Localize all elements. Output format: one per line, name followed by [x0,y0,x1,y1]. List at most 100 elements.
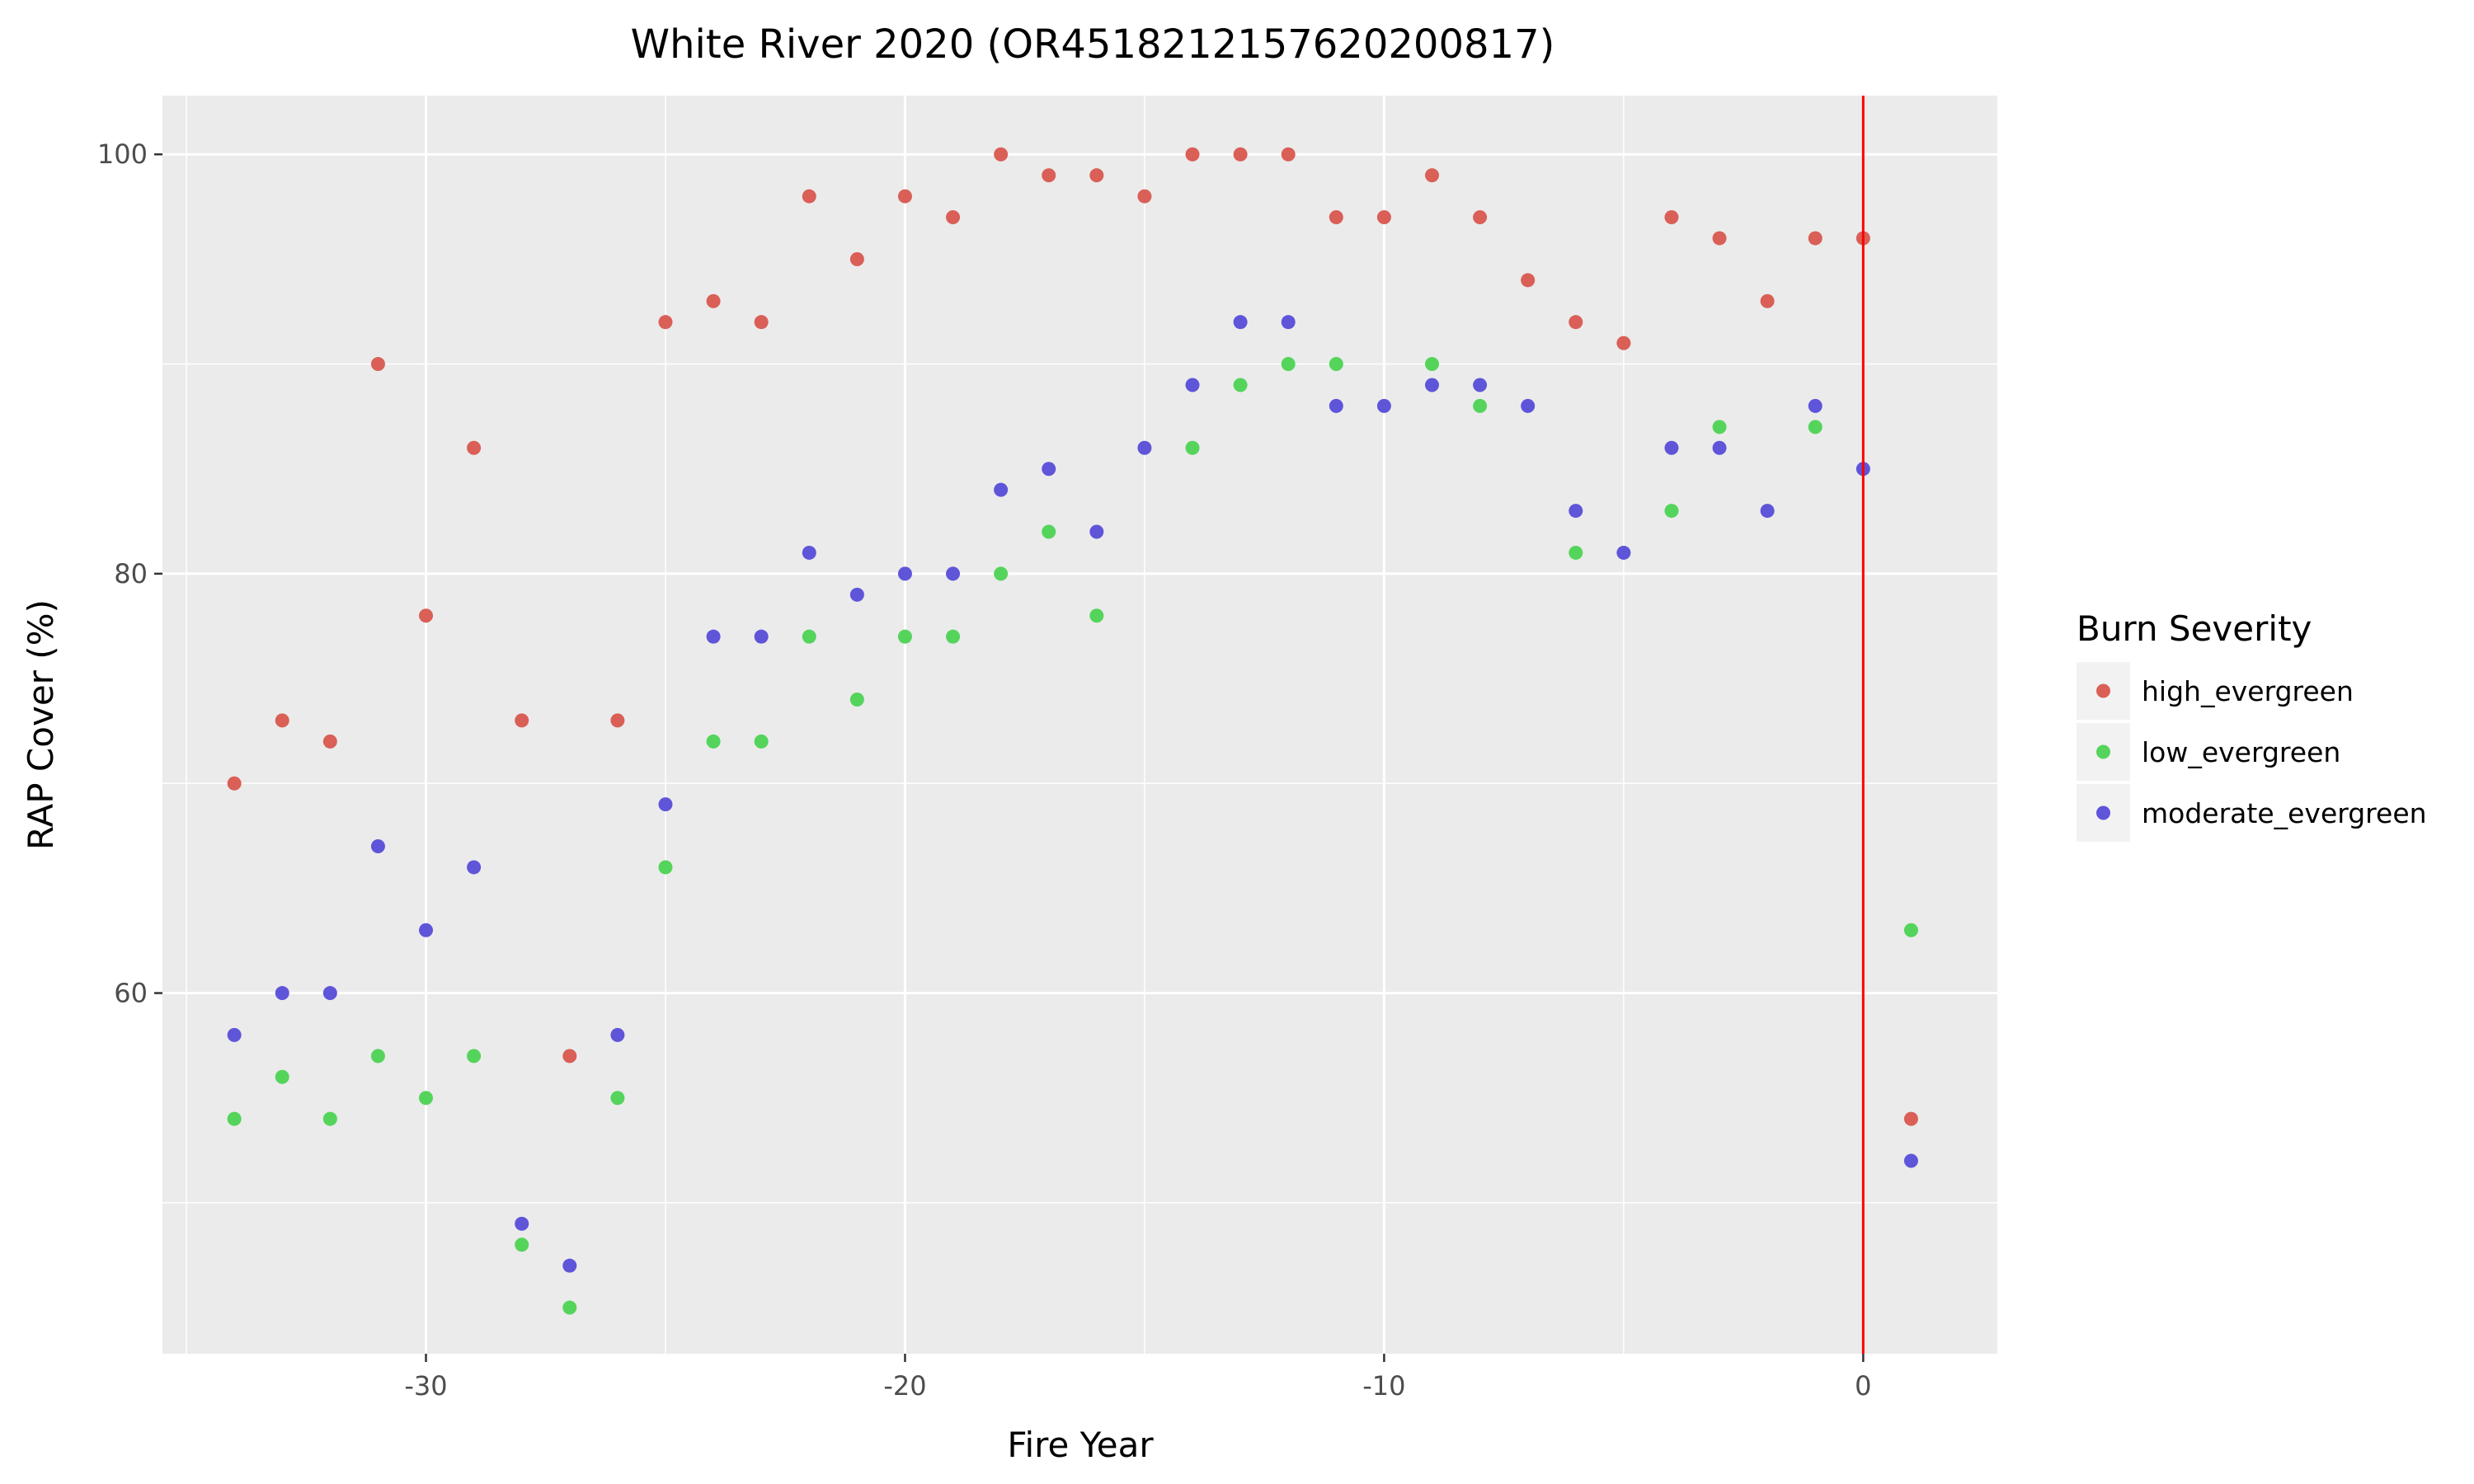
point-high_evergreen [1281,147,1296,162]
point-moderate_evergreen [897,566,912,581]
point-moderate_evergreen [706,629,721,644]
point-high_evergreen [1903,1111,1918,1126]
point-low_evergreen [1042,524,1056,539]
point-moderate_evergreen [1808,398,1823,413]
point-low_evergreen [1712,420,1727,434]
point-low_evergreen [849,692,864,707]
point-low_evergreen [1664,504,1679,519]
point-moderate_evergreen [1376,398,1391,413]
point-moderate_evergreen [849,587,864,602]
point-moderate_evergreen [1424,378,1439,392]
point-moderate_evergreen [370,839,385,854]
point-moderate_evergreen [515,1216,529,1231]
point-high_evergreen [1473,210,1488,225]
point-low_evergreen [370,1049,385,1064]
point-high_evergreen [849,251,864,266]
point-moderate_evergreen [994,482,1009,497]
point-low_evergreen [754,734,769,749]
point-low_evergreen [1233,378,1248,392]
point-low_evergreen [1424,357,1439,372]
point-high_evergreen [1089,168,1104,183]
point-low_evergreen [1185,440,1200,455]
point-moderate_evergreen [1712,440,1727,455]
point-low_evergreen [802,629,816,644]
point-low_evergreen [1808,420,1823,434]
y-axis-title: RAP Cover (%) [21,599,61,850]
point-moderate_evergreen [1089,524,1104,539]
x-tick-label: -10 [1362,1370,1405,1402]
point-moderate_evergreen [1473,378,1488,392]
x-tick-label: -20 [883,1370,926,1402]
legend: Burn Severity high_evergreen low_evergree… [2077,608,2427,842]
point-moderate_evergreen [419,923,434,937]
point-high_evergreen [275,713,289,728]
point-high_evergreen [706,294,721,308]
point-low_evergreen [1473,398,1488,413]
point-moderate_evergreen [275,986,289,1001]
legend-label-high_evergreen: high_evergreen [2142,675,2354,707]
y-axis-ticks: 60 80 100 [97,139,162,1009]
x-axis-title: Fire Year [1007,1425,1154,1465]
legend-swatch-moderate_evergreen [2096,805,2110,820]
point-low_evergreen [419,1091,434,1106]
point-moderate_evergreen [1185,378,1200,392]
point-high_evergreen [994,147,1009,162]
point-low_evergreen [897,629,912,644]
point-moderate_evergreen [562,1258,577,1273]
point-moderate_evergreen [658,797,673,812]
point-high_evergreen [946,210,961,225]
y-tick-label: 100 [97,139,148,170]
point-moderate_evergreen [1281,315,1296,330]
point-moderate_evergreen [1042,462,1056,477]
x-tick-label: 0 [1855,1370,1871,1402]
point-moderate_evergreen [1760,504,1775,519]
data-points [227,147,1918,1315]
point-low_evergreen [562,1300,577,1315]
point-high_evergreen [419,608,434,623]
point-high_evergreen [1042,168,1056,183]
plot-panel [162,96,1997,1354]
point-high_evergreen [1569,315,1583,330]
point-low_evergreen [994,566,1009,581]
point-moderate_evergreen [754,629,769,644]
point-high_evergreen [1616,336,1631,350]
y-tick-label: 80 [114,558,148,589]
x-tick-label: -30 [404,1370,447,1402]
point-moderate_evergreen [1521,398,1536,413]
point-moderate_evergreen [1329,398,1343,413]
point-high_evergreen [370,357,385,372]
legend-title: Burn Severity [2077,608,2312,649]
point-high_evergreen [1664,210,1679,225]
point-moderate_evergreen [227,1027,242,1042]
point-low_evergreen [658,860,673,875]
point-high_evergreen [610,713,625,728]
point-high_evergreen [1424,168,1439,183]
point-low_evergreen [227,1111,242,1126]
point-high_evergreen [322,734,337,749]
point-moderate_evergreen [467,860,482,875]
point-low_evergreen [706,734,721,749]
point-high_evergreen [1185,147,1200,162]
point-high_evergreen [802,189,816,204]
y-tick-label: 60 [114,978,148,1009]
point-moderate_evergreen [1664,440,1679,455]
point-high_evergreen [562,1049,577,1064]
point-low_evergreen [1903,923,1918,937]
point-high_evergreen [515,713,529,728]
point-high_evergreen [658,315,673,330]
legend-swatch-low_evergreen [2096,744,2110,759]
x-axis-ticks: -30 -20 -10 0 [404,1354,1872,1402]
point-low_evergreen [467,1049,482,1064]
point-low_evergreen [1329,357,1343,372]
legend-label-low_evergreen: low_evergreen [2142,736,2340,768]
point-moderate_evergreen [1616,545,1631,560]
point-moderate_evergreen [1903,1153,1918,1168]
minor-gridlines [162,96,1997,1354]
point-high_evergreen [1808,231,1823,246]
point-low_evergreen [1089,608,1104,623]
point-moderate_evergreen [946,566,961,581]
point-low_evergreen [515,1237,529,1252]
point-high_evergreen [1521,273,1536,288]
point-moderate_evergreen [1137,440,1152,455]
